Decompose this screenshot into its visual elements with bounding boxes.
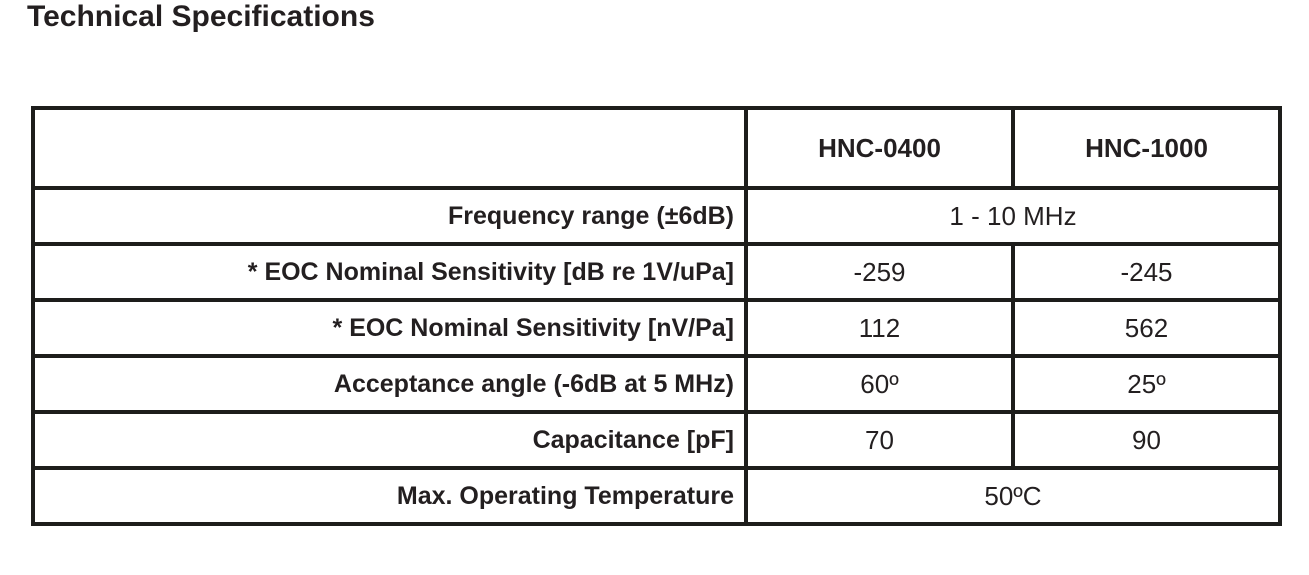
row-value-hnc-1000: 562 [1011, 298, 1282, 358]
row-label: * EOC Nominal Sensitivity [nV/Pa] [31, 298, 748, 358]
table-row-acceptance-angle: Acceptance angle (-6dB at 5 MHz) 60º 25º [31, 354, 1282, 414]
row-label: Frequency range (±6dB) [31, 186, 748, 246]
row-value-span: 1 - 10 MHz [744, 186, 1282, 246]
table-row-frequency-range: Frequency range (±6dB) 1 - 10 MHz [31, 186, 1282, 246]
table-row-capacitance: Capacitance [pF] 70 90 [31, 410, 1282, 470]
row-label: * EOC Nominal Sensitivity [dB re 1V/uPa] [31, 242, 748, 302]
column-header-hnc-1000: HNC-1000 [1011, 106, 1282, 190]
row-value-span: 50ºC [744, 466, 1282, 526]
table-header-row: HNC-0400 HNC-1000 [31, 106, 1282, 190]
spec-table: HNC-0400 HNC-1000 Frequency range (±6dB)… [31, 106, 1282, 526]
row-value-hnc-0400: -259 [744, 242, 1015, 302]
table-row-eoc-sensitivity-db: * EOC Nominal Sensitivity [dB re 1V/uPa]… [31, 242, 1282, 302]
row-value-hnc-1000: 90 [1011, 410, 1282, 470]
table-row-max-operating-temperature: Max. Operating Temperature 50ºC [31, 466, 1282, 526]
row-value-hnc-1000: 25º [1011, 354, 1282, 414]
row-value-hnc-0400: 112 [744, 298, 1015, 358]
header-empty-cell [31, 106, 748, 190]
row-value-hnc-0400: 60º [744, 354, 1015, 414]
row-value-hnc-1000: -245 [1011, 242, 1282, 302]
page-title: Technical Specifications [27, 0, 375, 33]
row-value-hnc-0400: 70 [744, 410, 1015, 470]
table-row-eoc-sensitivity-nv: * EOC Nominal Sensitivity [nV/Pa] 112 56… [31, 298, 1282, 358]
row-label: Capacitance [pF] [31, 410, 748, 470]
column-header-hnc-0400: HNC-0400 [744, 106, 1015, 190]
row-label: Acceptance angle (-6dB at 5 MHz) [31, 354, 748, 414]
row-label: Max. Operating Temperature [31, 466, 748, 526]
